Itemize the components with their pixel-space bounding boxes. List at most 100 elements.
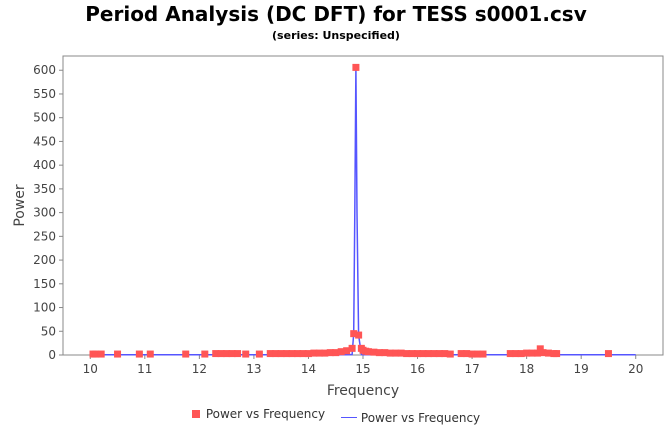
scatter-point — [381, 349, 389, 357]
scatter-point — [321, 349, 329, 357]
legend-item-line: Power vs Frequency — [340, 410, 481, 425]
plot-frame — [62, 55, 664, 356]
scatter-point — [403, 350, 411, 358]
y-tick-label: 0 — [48, 348, 56, 362]
scatter-point — [146, 350, 154, 358]
chart-legend: Power vs Frequency Power vs Frequency — [0, 407, 672, 425]
scatter-point — [234, 350, 242, 358]
legend-item-scatter: Power vs Frequency — [191, 407, 326, 421]
y-tick-label: 400 — [33, 158, 56, 172]
scatter-point — [277, 350, 285, 358]
x-tick-label: 17 — [464, 362, 479, 376]
scatter-point — [457, 350, 465, 358]
legend-label-scatter: Power vs Frequency — [205, 407, 326, 421]
scatter-point — [223, 350, 231, 358]
y-tick-label: 300 — [33, 206, 56, 220]
x-tick-label: 13 — [246, 362, 261, 376]
scatter-point — [397, 349, 405, 357]
legend-label-line: Power vs Frequency — [360, 410, 481, 425]
scatter-point — [523, 349, 531, 357]
scatter-point — [512, 350, 520, 358]
scatter-point — [463, 350, 471, 358]
scatter-point — [392, 349, 400, 357]
x-axis-title: Frequency — [327, 383, 399, 399]
scatter-point — [182, 350, 190, 358]
scatter-point — [517, 350, 525, 358]
chart-subtitle: (series: Unspecified) — [272, 29, 400, 42]
scatter-point — [435, 350, 443, 358]
scatter-point — [375, 349, 383, 357]
scatter-point — [604, 350, 612, 358]
legend-line-icon — [340, 417, 357, 418]
scatter-point — [266, 350, 274, 358]
scatter-point — [430, 350, 438, 358]
y-tick-label: 450 — [33, 134, 56, 148]
x-tick-label: 10 — [83, 362, 98, 376]
scatter-point — [135, 350, 143, 358]
scatter-point — [355, 331, 363, 339]
scatter-point — [536, 345, 544, 353]
scatter-point — [255, 350, 263, 358]
scatter-point — [212, 350, 220, 358]
y-tick-label: 250 — [33, 229, 56, 243]
scatter-point — [217, 350, 225, 358]
scatter-point — [544, 349, 552, 357]
scatter-point — [242, 350, 250, 358]
scatter-point — [539, 349, 547, 357]
scatter-point — [315, 349, 323, 357]
scatter-point — [201, 350, 209, 358]
scatter-point — [553, 350, 561, 358]
scatter-point — [408, 350, 416, 358]
scatter-point — [506, 350, 514, 358]
scatter-point — [337, 348, 345, 356]
y-tick-label: 550 — [33, 87, 56, 101]
x-tick-label: 12 — [192, 362, 207, 376]
y-tick-label: 350 — [33, 182, 56, 196]
x-tick-label: 19 — [574, 362, 589, 376]
scatter-point — [114, 350, 122, 358]
scatter-point — [474, 350, 482, 358]
y-tick-label: 500 — [33, 111, 56, 125]
scatter-point — [352, 63, 360, 71]
scatter-point — [441, 350, 449, 358]
scatter-point — [348, 344, 356, 352]
scatter-point — [370, 348, 378, 356]
chart-title: Period Analysis (DC DFT) for TESS s0001.… — [85, 2, 587, 26]
y-tick-label: 200 — [33, 253, 56, 267]
x-tick-label: 16 — [410, 362, 425, 376]
scatter-point — [304, 350, 312, 358]
scatter-point — [310, 349, 318, 357]
scatter-point — [343, 347, 351, 355]
scatter-point — [386, 349, 394, 357]
y-tick-label: 100 — [33, 301, 56, 315]
scatter-point — [326, 349, 334, 357]
x-tick-label: 15 — [355, 362, 370, 376]
scatter-point — [419, 350, 427, 358]
y-tick-label: 150 — [33, 277, 56, 291]
scatter-point — [528, 349, 536, 357]
scatter-point — [97, 350, 105, 358]
scatter-point — [228, 350, 236, 358]
scatter-point — [479, 350, 487, 358]
scatter-point — [332, 349, 340, 357]
y-tick-label: 50 — [41, 324, 56, 338]
x-tick-label: 18 — [519, 362, 534, 376]
x-tick-label: 20 — [628, 362, 643, 376]
scatter-point — [294, 350, 302, 358]
legend-square-icon — [191, 410, 200, 418]
scatter-point — [299, 350, 307, 358]
scatter-point — [364, 348, 372, 356]
y-tick-label: 600 — [33, 63, 56, 77]
scatter-point — [446, 350, 454, 358]
scatter-point — [92, 350, 100, 358]
scatter-point — [414, 350, 422, 358]
scatter-point — [350, 330, 358, 338]
scatter-point — [424, 350, 432, 358]
scatter-point — [288, 350, 296, 358]
y-axis-title: Power — [12, 184, 28, 227]
x-tick-label: 14 — [301, 362, 316, 376]
scatter-point — [468, 350, 476, 358]
scatter-point — [272, 350, 280, 358]
scatter-point — [283, 350, 291, 358]
